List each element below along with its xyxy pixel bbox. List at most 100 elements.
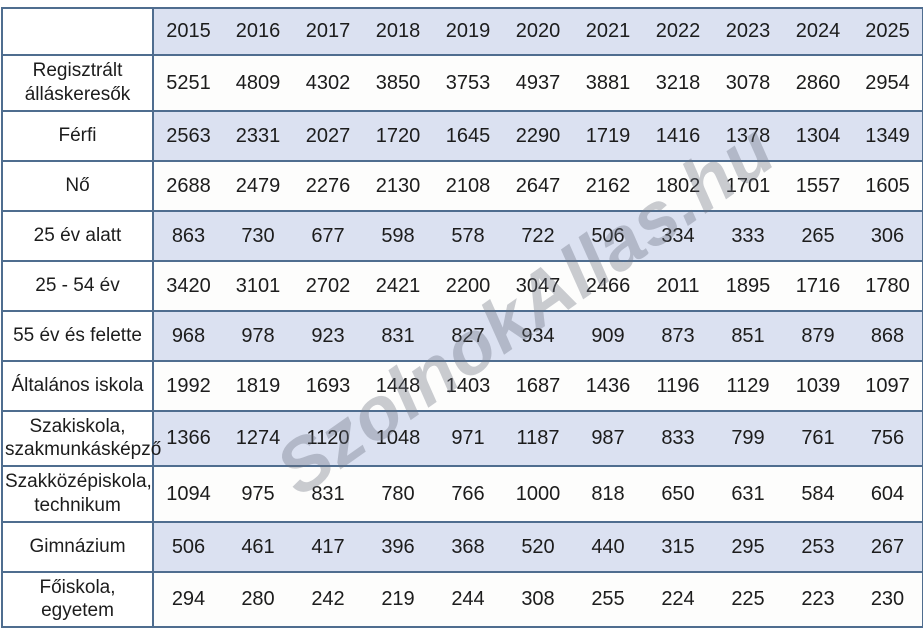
row-label: Főiskola, egyetem: [2, 571, 154, 627]
value-cell: 506: [153, 521, 223, 572]
value-cell: 968: [153, 310, 223, 361]
page: 2015 2016 2017 2018 2019 2020 2021 2022 2023 2024…: [0, 7, 923, 638]
value-cell: 223: [783, 571, 853, 627]
value-cell: 971: [433, 410, 503, 466]
value-cell: 219: [363, 571, 433, 627]
table-row: Gimnázium 506 461 417 396 368 520 440 315 295 253 2…: [2, 521, 923, 572]
value-cell: 265: [783, 210, 853, 261]
value-cell: 2421: [363, 260, 433, 311]
value-cell: 368: [433, 521, 503, 572]
value-cell: 722: [503, 210, 573, 261]
value-cell: 1720: [363, 110, 433, 161]
value-cell: 1403: [433, 360, 503, 411]
value-cell: 879: [783, 310, 853, 361]
value-cell: 2479: [223, 160, 293, 211]
value-cell: 1716: [783, 260, 853, 311]
value-cell: 334: [643, 210, 713, 261]
value-cell: 1701: [713, 160, 783, 211]
year-header-row: 2015 2016 2017 2018 2019 2020 2021 2022 2023 2024…: [2, 8, 923, 55]
value-cell: 253: [783, 521, 853, 572]
value-cell: 306: [853, 210, 923, 261]
value-cell: 1687: [503, 360, 573, 411]
value-cell: 1448: [363, 360, 433, 411]
row-label: Regisztrált álláskeresők: [2, 55, 154, 111]
value-cell: 1436: [573, 360, 643, 411]
value-cell: 604: [853, 466, 923, 522]
value-cell: 987: [573, 410, 643, 466]
value-cell: 2563: [153, 110, 223, 161]
year-header-cell: 2016: [223, 8, 293, 55]
year-header-cell: 2022: [643, 8, 713, 55]
year-header-cell: 2023: [713, 8, 783, 55]
value-cell: 506: [573, 210, 643, 261]
value-cell: 1187: [503, 410, 573, 466]
value-cell: 2200: [433, 260, 503, 311]
value-cell: 1645: [433, 110, 503, 161]
value-cell: 1039: [783, 360, 853, 411]
value-cell: 1048: [363, 410, 433, 466]
value-cell: 2647: [503, 160, 573, 211]
table-row: Regisztrált álláskeresők 5251 4809 4302 3850…: [2, 55, 923, 111]
value-cell: 2860: [783, 55, 853, 111]
table-row: Szakiskola, szakmunkásképző 1366 1274 1120 1…: [2, 410, 923, 466]
value-cell: 267: [853, 521, 923, 572]
value-cell: 255: [573, 571, 643, 627]
value-cell: 650: [643, 466, 713, 522]
value-cell: 315: [643, 521, 713, 572]
value-cell: 730: [223, 210, 293, 261]
value-cell: 863: [153, 210, 223, 261]
value-cell: 1992: [153, 360, 223, 411]
value-cell: 598: [363, 210, 433, 261]
row-label: Szakközépiskola, technikum: [2, 466, 154, 522]
value-cell: 799: [713, 410, 783, 466]
value-cell: 5251: [153, 55, 223, 111]
value-cell: 2130: [363, 160, 433, 211]
value-cell: 1693: [293, 360, 363, 411]
value-cell: 978: [223, 310, 293, 361]
value-cell: 4809: [223, 55, 293, 111]
value-cell: 280: [223, 571, 293, 627]
value-cell: 761: [783, 410, 853, 466]
value-cell: 2688: [153, 160, 223, 211]
value-cell: 1304: [783, 110, 853, 161]
row-label: Általános iskola: [2, 360, 154, 411]
corner-cell: [2, 8, 154, 55]
value-cell: 1780: [853, 260, 923, 311]
table-row: 25 - 54 év 3420 3101 2702 2421 2200 3047 2466 20…: [2, 260, 923, 311]
value-cell: 923: [293, 310, 363, 361]
value-cell: 1366: [153, 410, 223, 466]
value-cell: 417: [293, 521, 363, 572]
value-cell: 2290: [503, 110, 573, 161]
row-label: Gimnázium: [2, 521, 154, 572]
value-cell: 461: [223, 521, 293, 572]
value-cell: 1819: [223, 360, 293, 411]
value-cell: 831: [293, 466, 363, 522]
value-cell: 1416: [643, 110, 713, 161]
value-cell: 868: [853, 310, 923, 361]
value-cell: 818: [573, 466, 643, 522]
row-label: Nő: [2, 160, 154, 211]
value-cell: 2162: [573, 160, 643, 211]
year-header-cell: 2025: [853, 8, 923, 55]
value-cell: 833: [643, 410, 713, 466]
value-cell: 333: [713, 210, 783, 261]
value-cell: 1719: [573, 110, 643, 161]
value-cell: 3047: [503, 260, 573, 311]
table-row: Főiskola, egyetem 294 280 242 219 244 308 255 22…: [2, 571, 923, 627]
value-cell: 3420: [153, 260, 223, 311]
value-cell: 873: [643, 310, 713, 361]
row-label: 25 év alatt: [2, 210, 154, 261]
value-cell: 1129: [713, 360, 783, 411]
jobseeker-statistics-table: 2015 2016 2017 2018 2019 2020 2021 2022 2023 2024…: [1, 7, 923, 628]
value-cell: 631: [713, 466, 783, 522]
table-row: Szakközépiskola, technikum 1094 975 831 780 7…: [2, 466, 923, 522]
value-cell: 1120: [293, 410, 363, 466]
value-cell: 1378: [713, 110, 783, 161]
value-cell: 2466: [573, 260, 643, 311]
value-cell: 975: [223, 466, 293, 522]
value-cell: 756: [853, 410, 923, 466]
row-label: 25 - 54 év: [2, 260, 154, 311]
value-cell: 578: [433, 210, 503, 261]
value-cell: 1557: [783, 160, 853, 211]
value-cell: 584: [783, 466, 853, 522]
